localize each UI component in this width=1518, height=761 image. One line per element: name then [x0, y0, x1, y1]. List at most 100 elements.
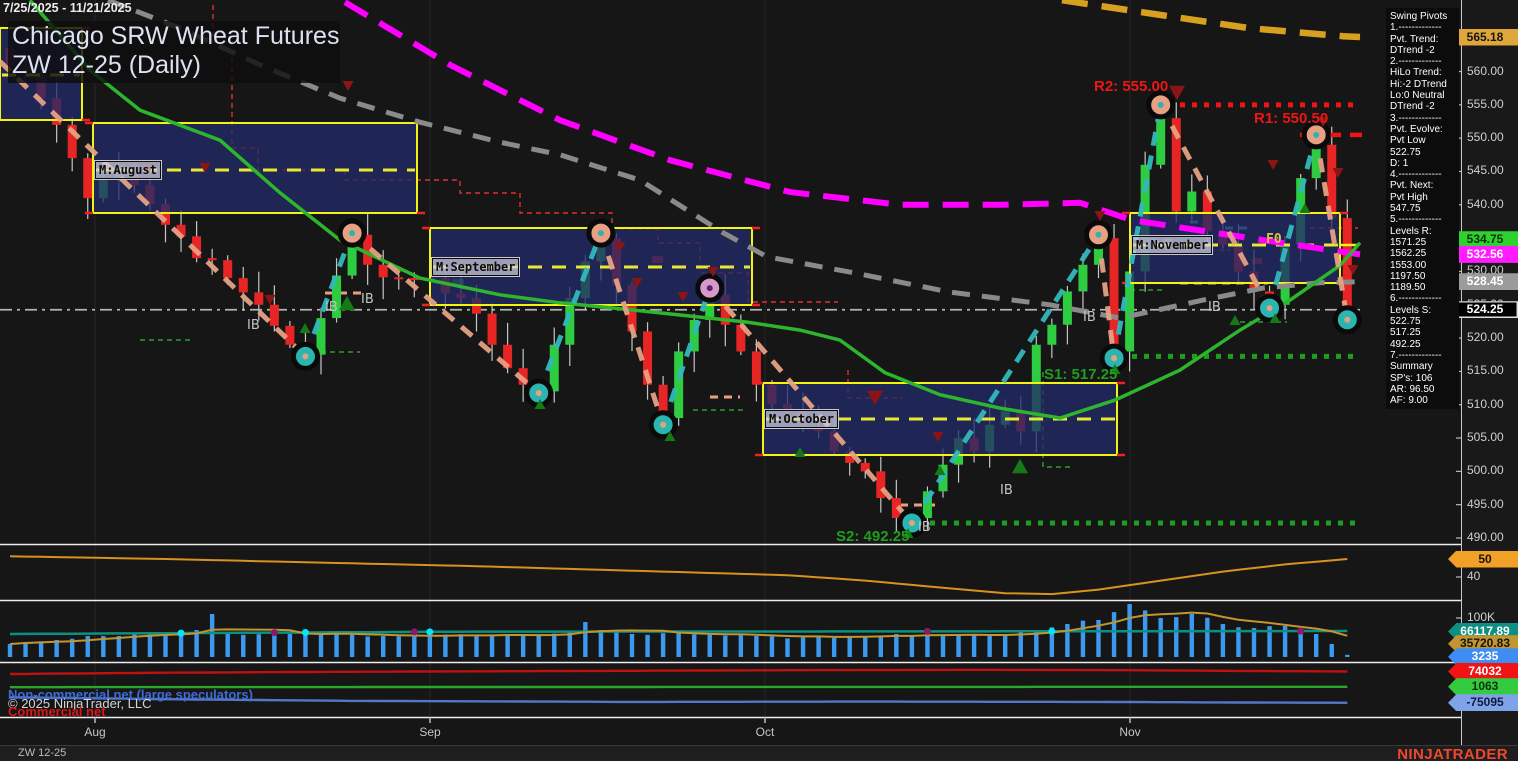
pivot-panel-line: HiLo Trend: [1390, 67, 1442, 79]
price-tick-label: 560.00 [1467, 63, 1504, 78]
price-tick-label: 555.00 [1467, 96, 1504, 111]
candle-down [1109, 238, 1119, 352]
volume-bar [660, 633, 666, 657]
candle-down [658, 384, 668, 419]
pivot-panel-line: 522.75 [1390, 316, 1421, 328]
price-badge-532.56: 532.56 [1448, 245, 1518, 263]
volume-bar [85, 636, 90, 657]
candle-down [860, 462, 870, 472]
volume-bar [1329, 644, 1334, 657]
candle-down [736, 324, 746, 352]
price-axis[interactable] [1461, 0, 1518, 745]
volume-bar [101, 636, 106, 657]
candle-down [1202, 191, 1212, 232]
up-triangle-icon [934, 465, 946, 475]
volume-bar [536, 635, 541, 657]
volume-bar [1065, 624, 1070, 657]
volume-bar [1314, 634, 1319, 657]
up-triangle-icon [1229, 315, 1241, 325]
chart-title-block: Chicago SRW Wheat Futures ZW 12-25 (Dail… [8, 21, 340, 83]
candle-down [378, 264, 388, 278]
volume-bar [365, 636, 370, 657]
time-axis-label-nov: Nov [1119, 725, 1141, 739]
up-triangle-icon [794, 447, 806, 457]
volume-bar [878, 635, 883, 657]
ib-label: IB [361, 292, 374, 307]
green-ma-line [28, 0, 1362, 420]
volume-bar [1096, 620, 1101, 657]
candle-up [1187, 191, 1197, 212]
volume-signal-dot [1297, 627, 1305, 635]
volume-bar [1220, 624, 1226, 657]
down-triangle-icon [1347, 265, 1359, 275]
magenta-ma-line [343, 0, 1361, 258]
volume-bar [349, 634, 355, 657]
pivot-panel-line: SP's: 106 [1390, 372, 1433, 384]
pivot-circles [290, 90, 1362, 538]
candle-up [565, 298, 575, 345]
price-badge-534.75: 534.75 [1448, 231, 1518, 249]
down-triangle-icon [614, 242, 626, 252]
f0-pivot-label: F0 [1266, 232, 1282, 247]
up-triangle-icon [299, 323, 311, 333]
candle-down [627, 284, 637, 332]
volume-bar [194, 630, 199, 657]
volume-bar [692, 634, 697, 657]
pivot-panel-line: Levels R: [1390, 225, 1432, 237]
candle-down [269, 304, 279, 326]
volume-bar [287, 634, 293, 657]
chart-title-line1: Chicago SRW Wheat Futures [12, 22, 340, 50]
pivot-panel-line: 7.------------- [1390, 349, 1442, 361]
pivot-panel-line: 547.75 [1390, 203, 1421, 215]
up-triangle-icon [664, 431, 676, 441]
candle-down [161, 204, 170, 225]
cot-badge-74032: 74032 [1448, 662, 1518, 680]
commercial-net-line [9, 668, 1348, 676]
candle-up [1078, 264, 1088, 292]
price-tick-label: 500.00 [1467, 463, 1504, 478]
candle-up [1125, 271, 1135, 352]
volume-bar [178, 632, 184, 657]
pivot-panel-line: Lo:0 Neutral [1390, 90, 1445, 102]
gold-ma-line [1061, 0, 1361, 41]
volume-signal-dot [177, 629, 185, 637]
volume-bar [163, 633, 168, 657]
visible-date-range: 7/25/2025 - 11/21/2025 [3, 1, 132, 15]
candle-down [285, 325, 295, 345]
pivot-panel-line: D: 1 [1390, 157, 1409, 169]
price-tick-label: 495.00 [1467, 496, 1504, 511]
down-triangle-icon [1317, 117, 1329, 127]
pivot-panel-line: 6.------------- [1390, 293, 1442, 305]
month-box-label: M:August [95, 161, 161, 179]
volume-bar [940, 634, 946, 657]
volume-bar [785, 638, 790, 657]
volume-bar [629, 634, 635, 657]
volume-bar [1205, 617, 1210, 657]
down-triangle-icon [867, 390, 883, 406]
oscillator-line [9, 555, 1348, 596]
pivot-panel-line: Pvt High [1390, 191, 1428, 203]
pivot-panel-line: DTrend -2 [1390, 101, 1435, 113]
legend-noncommercial-net: Non-commercial net (large speculators) [8, 687, 253, 702]
candle-up [316, 318, 326, 355]
pivot-panel-line: Summary [1390, 361, 1433, 373]
volume-bar [412, 636, 417, 657]
candle-down [192, 236, 202, 259]
candle-down [876, 471, 886, 499]
volume-bar [987, 636, 992, 657]
instrument-tab[interactable]: ZW 12-25 [18, 747, 67, 759]
candle-down [487, 313, 497, 345]
price-tick-label: 515.00 [1467, 363, 1504, 378]
volume-bar [894, 634, 899, 657]
volume-bar [816, 635, 821, 657]
price-badge-524.25: 524.25 [1448, 301, 1518, 319]
volume-signal-dot [270, 629, 278, 637]
up-triangle-icon [1299, 203, 1311, 213]
volume-bar [116, 635, 122, 657]
cot-badge--75095: -75095 [1448, 694, 1518, 712]
volume-bar [458, 634, 464, 657]
volume-bar [1080, 620, 1086, 657]
candle-down [751, 351, 761, 385]
volume-bar [38, 641, 44, 657]
volume-bar [334, 633, 339, 657]
